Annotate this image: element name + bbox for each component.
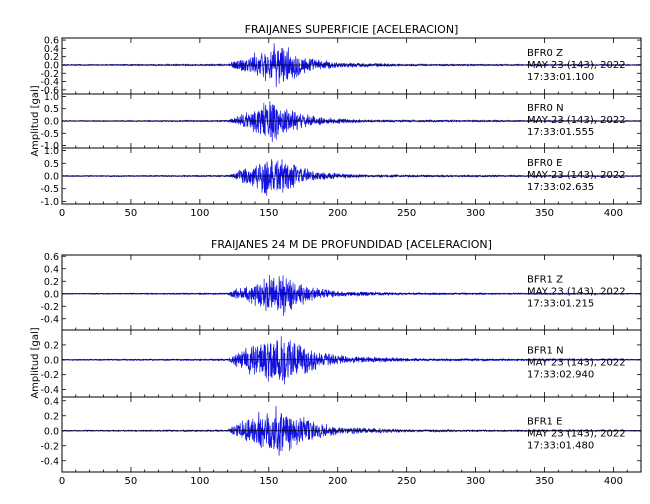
y-axis-label: Amplitud [gal] bbox=[30, 327, 41, 398]
date-label: MAY 23 (143), 2022 bbox=[527, 358, 626, 369]
x-tick-label: 100 bbox=[190, 208, 209, 219]
y-tick-label: -1.0 bbox=[40, 141, 59, 152]
y-tick-label: 0.2 bbox=[44, 277, 59, 288]
date-label: MAY 23 (143), 2022 bbox=[527, 115, 626, 126]
y-tick-label: 0.4 bbox=[44, 396, 59, 407]
y-tick-label: 0.5 bbox=[44, 104, 59, 115]
date-label: MAY 23 (143), 2022 bbox=[527, 429, 626, 440]
y-tick-label: 0.0 bbox=[44, 426, 59, 437]
x-tick-label: 300 bbox=[466, 208, 485, 219]
y-tick-label: 0.4 bbox=[44, 44, 59, 55]
x-tick-label: 350 bbox=[535, 476, 554, 487]
y-tick-label: -0.5 bbox=[40, 184, 59, 195]
x-tick-label: 100 bbox=[190, 476, 209, 487]
chart-figure-1: FRAIJANES SUPERFICIE [ACELERACION] Amplit… bbox=[30, 23, 642, 219]
y-tick-label: 1.0 bbox=[44, 92, 59, 103]
x-tick-label: 50 bbox=[125, 208, 138, 219]
station-label: BFR0 Z bbox=[527, 48, 563, 59]
y-axis-label: Amplitud [gal] bbox=[30, 85, 41, 156]
y-tick-label: 0.2 bbox=[44, 52, 59, 63]
chart-title: FRAIJANES SUPERFICIE [ACELERACION] bbox=[245, 23, 459, 36]
y-tick-label: 0.6 bbox=[44, 36, 59, 47]
y-tick-label: 1.0 bbox=[44, 146, 59, 157]
station-label: BFR1 N bbox=[527, 346, 564, 357]
station-label: BFR0 N bbox=[527, 103, 564, 114]
time-label: 17:33:02.635 bbox=[527, 182, 594, 193]
x-tick-label: 300 bbox=[466, 476, 485, 487]
y-tick-label: 0.0 bbox=[44, 172, 59, 183]
time-label: 17:33:01.555 bbox=[527, 127, 594, 138]
x-tick-label: 350 bbox=[535, 208, 554, 219]
y-tick-label: -0.2 bbox=[40, 370, 59, 381]
y-tick-label: 0.0 bbox=[44, 289, 59, 300]
x-tick-label: 400 bbox=[604, 476, 623, 487]
station-label: BFR1 E bbox=[527, 417, 562, 428]
x-tick-label: 200 bbox=[328, 476, 347, 487]
date-label: MAY 23 (143), 2022 bbox=[527, 60, 626, 71]
y-tick-label: -1.0 bbox=[40, 197, 59, 208]
y-tick-label: -0.4 bbox=[40, 314, 59, 325]
chart-title: FRAIJANES 24 M DE PROFUNDIDAD [ACELERACI… bbox=[211, 238, 492, 251]
date-label: MAY 23 (143), 2022 bbox=[527, 170, 626, 181]
x-tick-label: 250 bbox=[397, 476, 416, 487]
station-label: BFR1 Z bbox=[527, 275, 563, 286]
y-tick-label: 0.2 bbox=[44, 340, 59, 351]
x-tick-label: 50 bbox=[125, 476, 138, 487]
y-tick-label: 0.4 bbox=[44, 264, 59, 275]
time-label: 17:33:02.940 bbox=[527, 370, 594, 381]
x-tick-label: 150 bbox=[259, 208, 278, 219]
station-label: BFR0 E bbox=[527, 158, 562, 169]
y-tick-label: 0.6 bbox=[44, 252, 59, 263]
y-tick-label: -0.6 bbox=[40, 85, 59, 96]
time-label: 17:33:01.480 bbox=[527, 441, 594, 452]
y-tick-label: 0.0 bbox=[44, 60, 59, 71]
chart-figure-2: FRAIJANES 24 M DE PROFUNDIDAD [ACELERACI… bbox=[30, 238, 642, 487]
y-tick-label: -0.2 bbox=[40, 69, 59, 80]
time-label: 17:33:01.100 bbox=[527, 72, 594, 83]
x-tick-label: 200 bbox=[328, 208, 347, 219]
y-tick-label: -0.2 bbox=[40, 441, 59, 452]
y-tick-label: 0.2 bbox=[44, 411, 59, 422]
x-tick-label: 0 bbox=[59, 476, 65, 487]
date-label: MAY 23 (143), 2022 bbox=[527, 287, 626, 298]
y-tick-label: -0.2 bbox=[40, 302, 59, 313]
x-tick-label: 0 bbox=[59, 208, 65, 219]
x-tick-label: 400 bbox=[604, 208, 623, 219]
x-tick-label: 250 bbox=[397, 208, 416, 219]
y-tick-label: -0.5 bbox=[40, 129, 59, 140]
time-label: 17:33:01.215 bbox=[527, 299, 594, 310]
y-tick-label: 0.0 bbox=[44, 117, 59, 128]
x-tick-label: 150 bbox=[259, 476, 278, 487]
y-tick-label: -0.4 bbox=[40, 77, 59, 88]
y-tick-label: -0.4 bbox=[40, 456, 59, 467]
y-tick-label: -0.4 bbox=[40, 385, 59, 396]
y-tick-label: 0.5 bbox=[44, 159, 59, 170]
y-tick-label: 0.0 bbox=[44, 355, 59, 366]
